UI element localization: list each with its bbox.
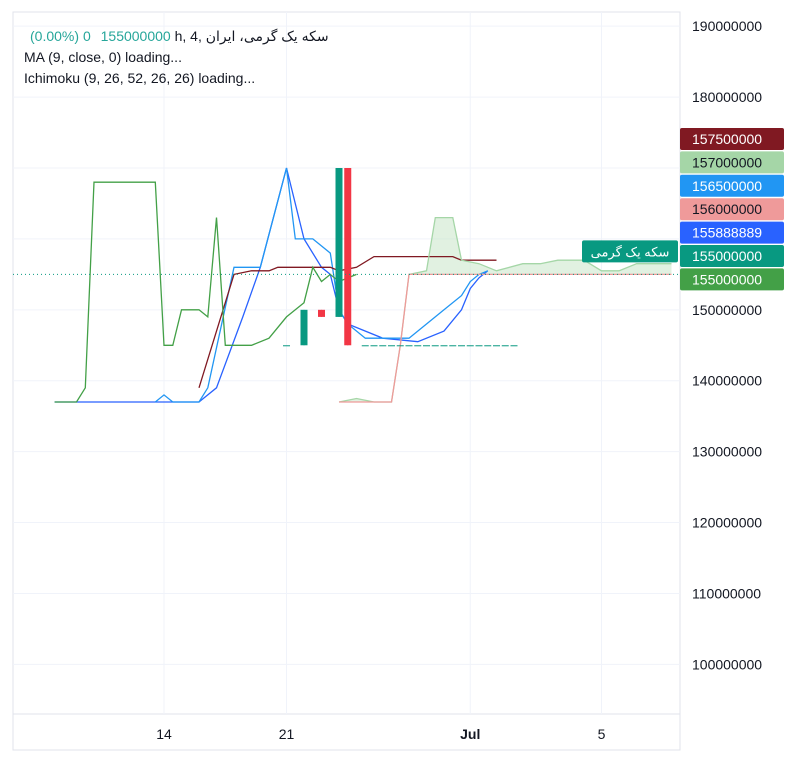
- price-axis-label-text: 155888889: [692, 225, 762, 241]
- candle-body: [283, 345, 290, 347]
- legend-ichimoku[interactable]: Ichimoku (9, 26, 52, 26, 26) loading...: [24, 70, 256, 86]
- price-axis-label: [680, 245, 784, 267]
- y-tick-label: 150000000: [692, 302, 762, 318]
- x-tick-label: 21: [279, 726, 295, 742]
- candle-body: [388, 345, 395, 347]
- series-line-ma: [54, 167, 489, 403]
- chart-legend: سکه یک گرمی، ایران ,h, 4 155000000 0 (0.…: [24, 26, 329, 89]
- candle-body: [466, 345, 474, 347]
- price-axis-label: [680, 151, 784, 174]
- ichimoku-cloud: [339, 217, 672, 402]
- candle-body: [414, 345, 422, 347]
- candle-body: [449, 345, 457, 347]
- price-axis-label: [680, 198, 784, 221]
- symbol-tag: [582, 240, 678, 263]
- candle-body: [396, 345, 404, 347]
- x-tick-label: 5: [598, 726, 606, 742]
- legend-change: 0 (0.00%): [30, 28, 91, 44]
- series-line-conversion: [154, 167, 489, 403]
- price-axis-label-text: 157500000: [692, 131, 762, 147]
- candle-body: [405, 345, 413, 347]
- candle-body: [335, 168, 343, 317]
- price-axis-label: [680, 174, 784, 197]
- candle-body: [370, 345, 378, 347]
- candle-body: [423, 345, 430, 347]
- y-tick-label: 190000000: [692, 18, 762, 34]
- y-tick-label: 100000000: [692, 656, 762, 672]
- series-line-base: [198, 255, 497, 388]
- price-axis-label-text: 155000000: [692, 248, 762, 264]
- candle-body: [440, 345, 448, 347]
- y-tick-label: 110000000: [692, 585, 761, 601]
- candle-body: [300, 309, 308, 346]
- candle-body: [510, 345, 518, 347]
- y-tick-label: 140000000: [692, 373, 762, 389]
- candle-body: [361, 345, 369, 347]
- x-tick-label: Jul: [460, 726, 480, 742]
- y-tick-label: 180000000: [692, 89, 762, 105]
- price-axis-label-text: 157000000: [692, 154, 762, 170]
- candle-body: [379, 345, 387, 347]
- price-axis-label-text: 156000000: [692, 201, 762, 217]
- price-axis-label-text: 155000000: [692, 271, 762, 287]
- legend-row-symbol: سکه یک گرمی، ایران ,h, 4 155000000 0 (0.…: [24, 26, 329, 47]
- candle-body: [501, 345, 509, 347]
- candle-body: [493, 345, 500, 347]
- candle-body: [344, 168, 352, 346]
- candle-body: [431, 345, 439, 347]
- price-axis-label: [680, 268, 784, 291]
- price-axis-label-text: 156500000: [692, 178, 762, 194]
- symbol-tag-label: سکه یک گرمی: [591, 244, 670, 260]
- candle-body: [318, 309, 325, 317]
- legend-price: 155000000: [100, 28, 171, 44]
- y-tick-label: 120000000: [692, 515, 762, 531]
- candle-body: [484, 345, 492, 347]
- candle-body: [458, 345, 465, 347]
- series-line-lagging: [54, 181, 357, 403]
- legend-symbol[interactable]: سکه یک گرمی، ایران ,h, 4: [174, 28, 329, 44]
- series-line-leadB: [339, 273, 672, 403]
- price-axis-label: [680, 128, 784, 150]
- candle-body: [475, 345, 483, 347]
- price-axis-label: [680, 221, 784, 244]
- legend-ma[interactable]: MA (9, close, 0) loading...: [24, 49, 182, 65]
- x-tick-label: 14: [156, 726, 172, 742]
- y-tick-label: 130000000: [692, 444, 762, 460]
